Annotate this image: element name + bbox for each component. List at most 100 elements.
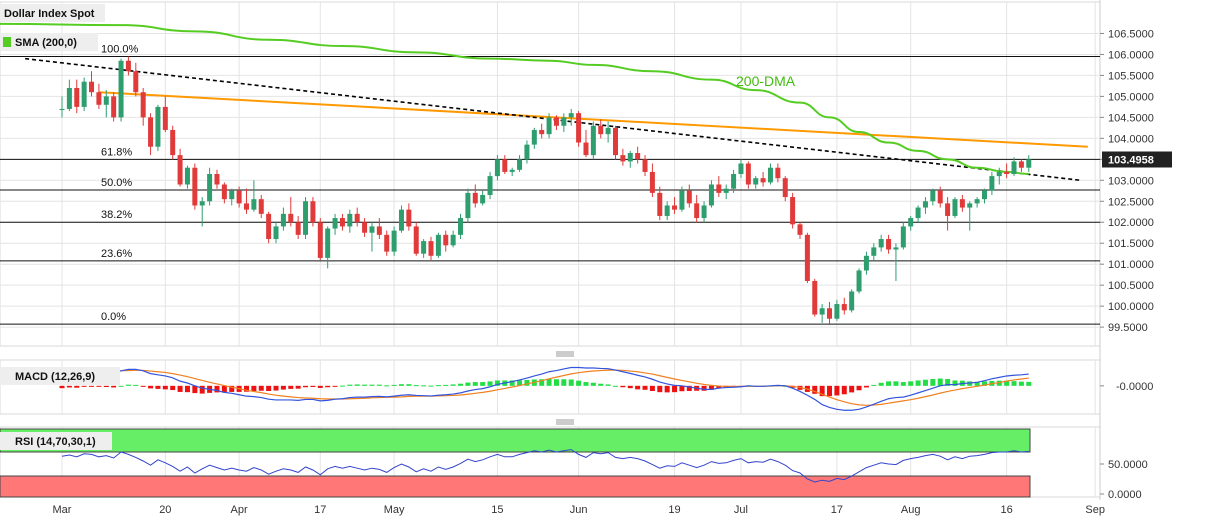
macd-histogram-bar [140,385,146,387]
candle [421,239,427,258]
candle [354,207,360,227]
y-tick-label: 103.0000 [1108,175,1154,187]
macd-histogram-bar [827,385,833,397]
candle-body [118,60,124,118]
candle [893,243,899,281]
macd-histogram-bar [908,381,914,386]
rsi-oversold-zone [0,475,1031,498]
candle-body [834,304,840,319]
candle [384,230,390,256]
current-price-value: 103.4958 [1108,154,1154,166]
macd-histogram-bar [686,385,692,391]
candle [435,232,441,258]
candle [679,186,685,212]
candle [620,148,626,166]
candle [1018,159,1024,172]
macd-histogram-bar [834,385,840,396]
macd-histogram-bar [930,379,936,386]
rsi-overbought-zone [0,428,1031,453]
candle-body [841,304,847,311]
candle [347,209,353,233]
sma-legend-label: SMA (200,0) [15,37,77,49]
candle-body [863,255,869,271]
macd-histogram-bar [900,382,906,386]
candle-body [347,213,353,227]
candle [81,77,87,112]
candle [915,205,921,223]
candle-body [775,167,781,179]
macd-histogram-bar [325,385,331,388]
macd-histogram-bar [952,380,958,386]
candle [553,115,559,130]
candle-body [310,201,316,223]
macd-histogram-bar [266,385,272,391]
candle [974,197,980,208]
macd-histogram-bar [148,385,154,389]
macd-histogram-bar [701,385,707,391]
candle-body [930,190,936,202]
y-tick-label: 105.0000 [1108,91,1154,103]
candle-body [303,201,309,235]
candle-body [893,247,899,250]
candle-body [945,203,951,216]
candle-body [450,234,456,246]
candle [989,171,995,195]
candle-body [406,209,412,227]
macd-histogram-bar [162,385,168,390]
candle [841,297,847,315]
macd-histogram-bar [472,382,478,386]
macd-histogram-bar [871,384,877,386]
candle [952,197,958,219]
candle-body [694,203,700,219]
macd-histogram-bar [66,385,72,388]
candle [509,167,515,177]
x-tick-label: Apr [231,504,248,516]
candle-body [598,125,604,135]
candle [849,289,855,313]
candle-body [369,226,375,233]
candle-body [170,129,176,156]
candle [723,184,729,200]
macd-histogram-bar [376,384,382,386]
candle-body [937,190,943,204]
macd-histogram-bar [708,385,714,390]
macd-histogram-bar [635,385,641,390]
candle [900,222,906,250]
candle [207,167,213,206]
candle-body [568,113,574,118]
candle-body [244,203,249,210]
candle-body [398,209,404,231]
candle [295,215,301,240]
candle-body [221,184,227,200]
candle-body [871,247,877,256]
macd-histogram-bar [576,380,582,386]
macd-histogram-bar [221,385,227,393]
candle [332,213,338,235]
candle-body [959,199,965,208]
candle [753,176,759,189]
candle [701,201,707,223]
macd-histogram-bar [317,385,323,388]
candle [775,163,781,183]
candle [767,163,773,185]
candle [1011,157,1017,177]
candle-body [236,190,242,204]
y-tick-label: 106.0000 [1108,49,1154,61]
macd-histogram-bar [362,384,368,386]
candle [502,155,508,174]
candle-body [428,241,434,256]
candle [317,218,323,260]
macd-histogram-bar [1026,381,1032,386]
macd-histogram-bar [384,385,390,387]
candle-body [922,201,928,208]
candle-body [1004,171,1010,174]
macd-histogram-bar [561,379,567,386]
y-tick-label: 102.0000 [1108,217,1154,229]
candle-body [731,174,737,189]
macd-histogram-bar [369,384,375,386]
candle [819,304,825,323]
macd-histogram-bar [435,385,441,387]
fib-label: 61.8% [101,146,132,158]
macd-histogram-bar [428,385,434,387]
